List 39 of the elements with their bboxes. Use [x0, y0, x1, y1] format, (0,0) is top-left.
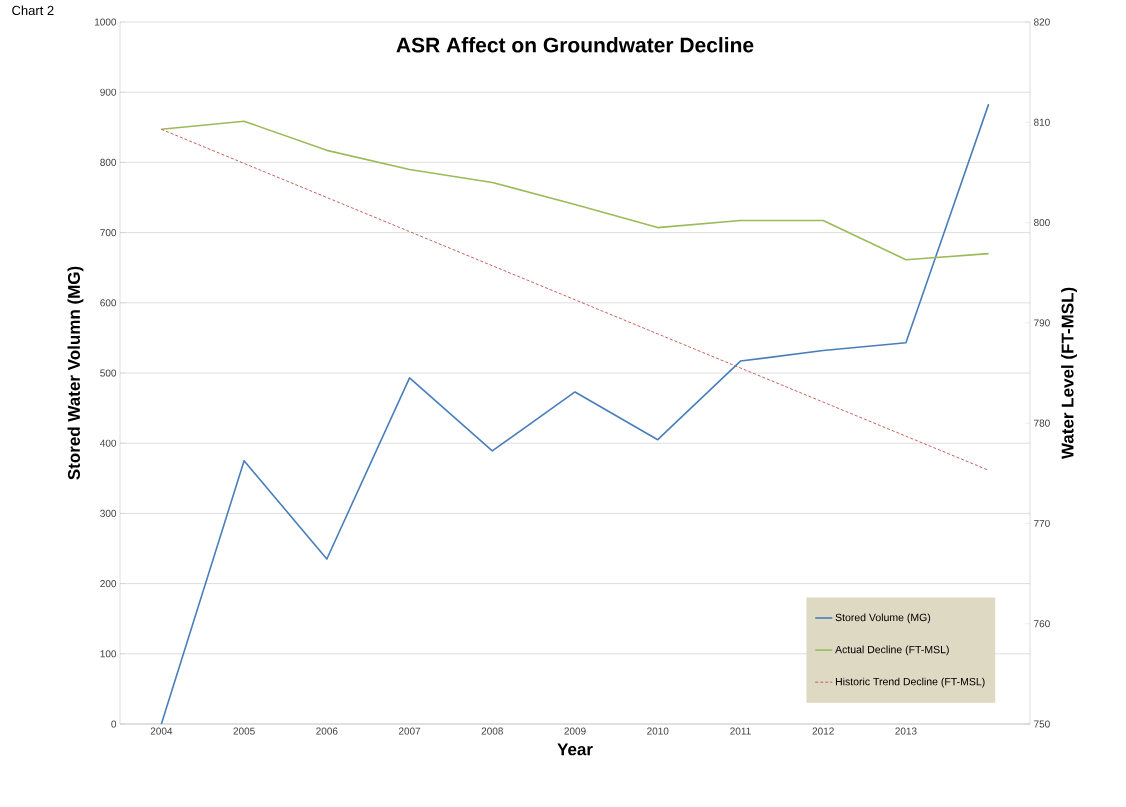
line-series [160, 103, 990, 724]
y-tick-label: 0 [111, 720, 117, 728]
y-axis-title: Stored Water Volumn (MG) [67, 266, 84, 480]
y-tick-label: 200 [100, 580, 117, 588]
y2-tick-label: 790 [1034, 319, 1050, 327]
line-series [160, 120, 990, 261]
y2-tick-label: 820 [1033, 18, 1050, 26]
x-tick-label: 2005 [233, 727, 255, 735]
y2-tick-label: 760 [1034, 620, 1050, 628]
x-tick-label: 2013 [895, 727, 917, 735]
x-tick-label: 2010 [647, 727, 669, 735]
legend-label: Stored Volume (MG) [835, 613, 931, 624]
x-tick-label: 2008 [481, 727, 503, 735]
x-tick-label: 2007 [398, 727, 421, 735]
x-tick-label: 2009 [564, 727, 586, 735]
legend-label: Historic Trend Decline (FT-MSL) [835, 677, 985, 688]
y-tick-label: 900 [100, 88, 117, 96]
x-tick-label: 2012 [812, 727, 834, 735]
y-tick-label: 600 [100, 299, 117, 307]
y2-tick-label: 780 [1034, 419, 1050, 427]
y2-tick-label: 770 [1034, 519, 1050, 527]
text: ASR Affect on Groundwater Decline [396, 37, 754, 53]
y-tick-label: 100 [100, 650, 117, 658]
y-tick-label: 800 [100, 158, 117, 166]
y-tick-label: 400 [100, 439, 117, 447]
y-tick-label: 500 [100, 369, 117, 377]
y-tick-label: 300 [100, 509, 117, 517]
y-tick-label: 1000 [95, 18, 117, 26]
x-tick-label: 2011 [730, 727, 751, 735]
caption: Chart 2 [12, 5, 54, 16]
y2-axis-title: Water Level (FT-MSL) [1061, 287, 1077, 460]
x-tick-label: 2004 [150, 727, 173, 735]
x-tick-label: 2006 [316, 727, 338, 735]
legend-label: Actual Decline (FT-MSL) [835, 645, 949, 656]
y2-tick-label: 800 [1033, 219, 1050, 227]
y2-tick-label: 810 [1033, 118, 1050, 126]
y-tick-label: 700 [100, 229, 117, 237]
x-axis-title: Year [557, 743, 593, 756]
y2-tick-label: 750 [1034, 720, 1050, 728]
